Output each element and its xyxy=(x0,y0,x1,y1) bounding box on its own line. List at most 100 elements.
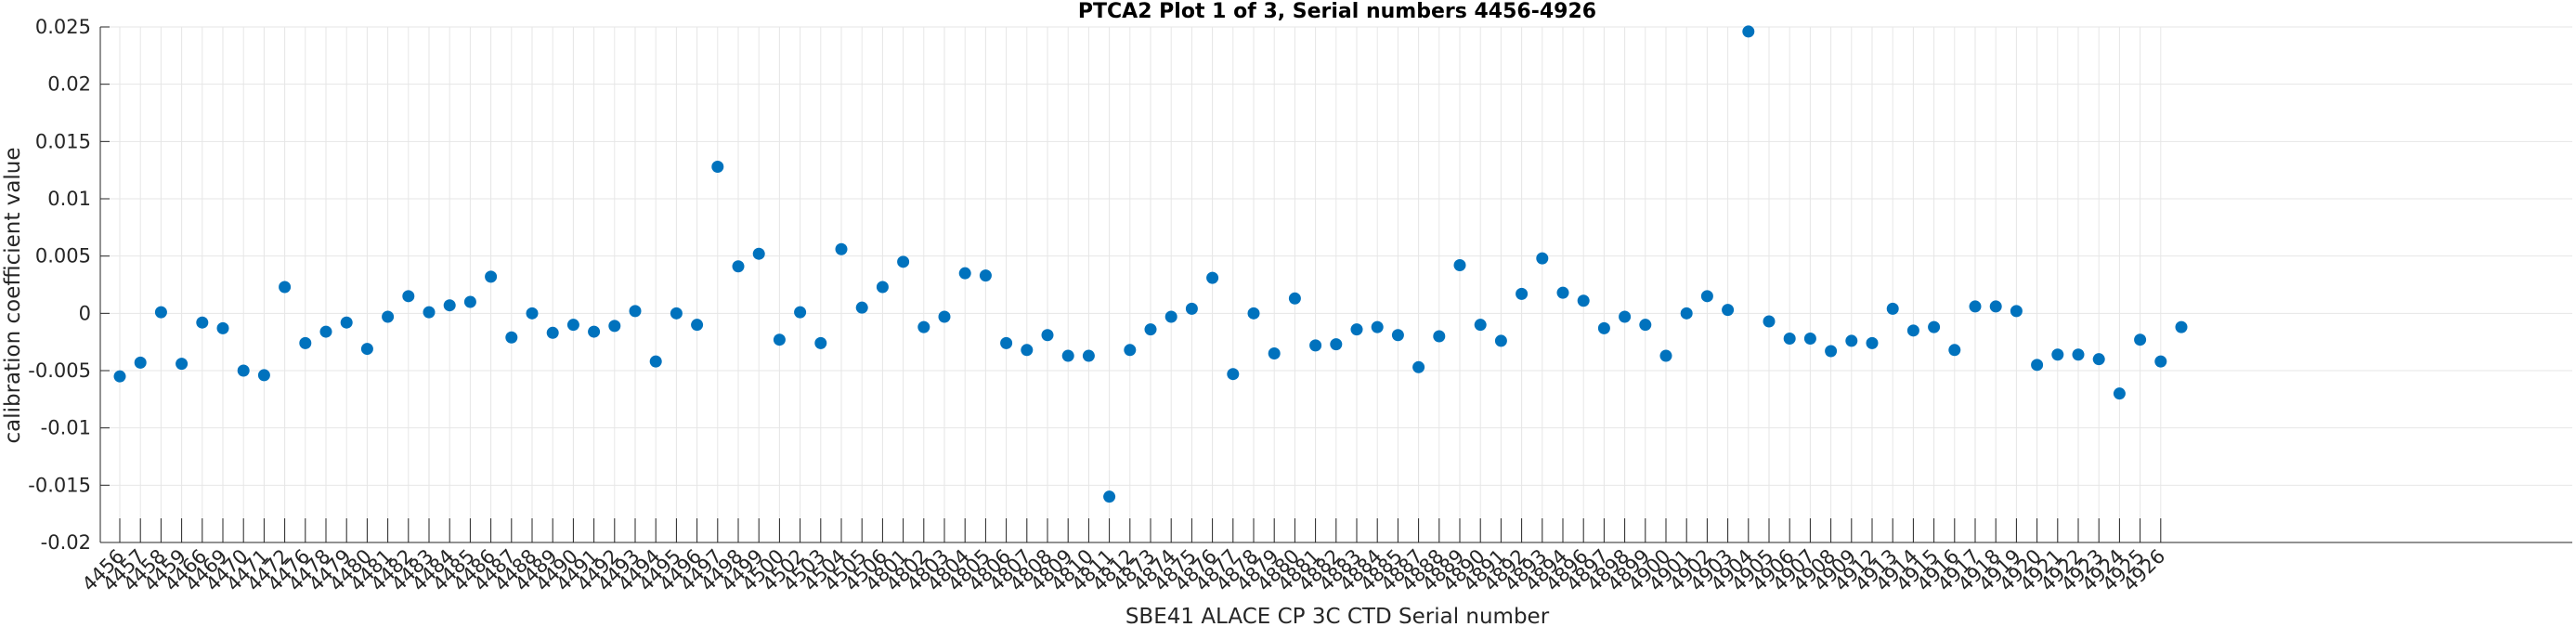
data-point xyxy=(2010,305,2023,318)
data-point xyxy=(1371,320,1384,333)
data-point xyxy=(1000,336,1013,349)
data-point xyxy=(876,281,889,294)
data-point xyxy=(340,316,353,329)
data-point xyxy=(1164,310,1177,323)
data-point xyxy=(732,260,745,273)
y-tick-label: -0.005 xyxy=(28,359,91,382)
data-point xyxy=(237,364,250,377)
data-point xyxy=(938,310,951,323)
data-point xyxy=(443,299,456,312)
data-point xyxy=(1536,252,1549,265)
data-point xyxy=(1103,490,1116,503)
data-point xyxy=(1639,319,1652,332)
data-point xyxy=(1144,323,1157,336)
data-point xyxy=(1309,339,1322,352)
data-point xyxy=(2072,348,2085,361)
data-point xyxy=(588,325,601,338)
data-point xyxy=(1886,302,1899,315)
data-point xyxy=(773,333,786,346)
data-point xyxy=(279,281,292,294)
y-axis-label: calibration coefficient value xyxy=(1,147,25,443)
y-tick-label: 0.025 xyxy=(35,16,91,38)
data-point xyxy=(1783,332,1796,345)
data-point xyxy=(1288,292,1301,305)
data-point xyxy=(1453,259,1466,272)
chart-title: PTCA2 Plot 1 of 3, Serial numbers 4456-4… xyxy=(1078,0,1596,23)
data-point xyxy=(629,305,642,318)
data-point xyxy=(526,307,539,320)
data-point xyxy=(1577,294,1590,307)
x-axis-ticks: 4456445744584459446644694470447144724476… xyxy=(78,518,2169,595)
data-point xyxy=(382,310,395,323)
data-point xyxy=(691,319,704,332)
data-point xyxy=(1206,271,1219,284)
data-point xyxy=(1556,286,1569,299)
grid-lines xyxy=(100,26,2572,543)
data-point xyxy=(814,336,827,349)
data-point xyxy=(485,270,498,283)
data-point xyxy=(1866,336,1879,349)
data-point xyxy=(1350,323,1363,336)
data-point xyxy=(134,356,147,369)
data-point xyxy=(505,331,518,344)
data-point xyxy=(1948,344,1961,357)
data-points xyxy=(113,25,2188,503)
data-point xyxy=(1825,345,1838,358)
data-point xyxy=(196,316,209,329)
data-point xyxy=(1494,334,1507,347)
data-point xyxy=(176,358,189,371)
data-point xyxy=(2154,355,2167,368)
data-point xyxy=(1619,310,1632,323)
data-point xyxy=(2051,348,2064,361)
data-point xyxy=(1680,307,1693,320)
data-point xyxy=(649,355,662,368)
data-point xyxy=(113,370,126,383)
data-point xyxy=(1227,368,1240,381)
y-tick-label: -0.01 xyxy=(41,417,91,439)
data-point xyxy=(1700,290,1713,303)
data-point xyxy=(1659,349,1672,362)
data-point xyxy=(979,269,992,282)
x-axis-label: SBE41 ALACE CP 3C CTD Serial number xyxy=(1125,605,1550,627)
data-point xyxy=(1722,304,1735,317)
y-tick-label: 0.005 xyxy=(35,245,91,268)
data-point xyxy=(154,306,167,319)
data-point xyxy=(1041,329,1054,342)
data-point xyxy=(2175,320,2188,333)
y-tick-label: 0.02 xyxy=(47,73,91,96)
data-point xyxy=(1391,329,1404,342)
data-point xyxy=(1906,324,1919,337)
data-point xyxy=(1433,330,1446,343)
data-point xyxy=(1803,332,1816,345)
data-point xyxy=(1845,334,1858,347)
data-point xyxy=(299,336,312,349)
data-point xyxy=(1082,349,1095,362)
data-point xyxy=(752,247,765,260)
data-point xyxy=(360,343,373,356)
y-tick-label: 0 xyxy=(79,302,91,324)
data-point xyxy=(2092,353,2105,366)
data-point xyxy=(423,306,436,319)
data-point xyxy=(402,290,415,303)
data-point xyxy=(566,319,579,332)
data-point xyxy=(1185,302,1198,315)
data-point xyxy=(1061,349,1074,362)
data-point xyxy=(463,295,476,308)
y-axis-ticks: -0.02 -0.015 -0.01 -0.005 0 0.005 0.01 0.015 0.0… xyxy=(28,16,110,554)
data-point xyxy=(1763,315,1776,328)
data-point xyxy=(1516,287,1529,300)
data-point xyxy=(855,301,868,314)
data-point xyxy=(1969,300,1982,313)
data-point xyxy=(1597,321,1610,334)
data-point xyxy=(319,325,332,338)
data-point xyxy=(2134,333,2147,346)
data-point xyxy=(1989,300,2002,313)
data-point xyxy=(958,267,971,280)
y-tick-label: 0.01 xyxy=(47,188,91,210)
y-tick-label: -0.015 xyxy=(28,474,91,496)
y-tick-label: 0.015 xyxy=(35,130,91,152)
y-tick-label: -0.02 xyxy=(41,531,91,554)
data-point xyxy=(1742,25,1755,38)
data-point xyxy=(794,306,807,319)
